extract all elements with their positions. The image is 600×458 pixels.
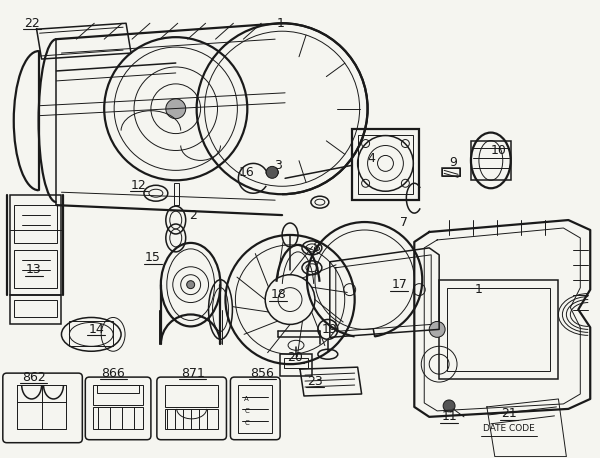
Text: DATE CODE: DATE CODE — [483, 424, 535, 433]
Bar — [439, 280, 559, 379]
Text: 19: 19 — [322, 323, 338, 336]
Text: 4: 4 — [368, 152, 376, 165]
Circle shape — [443, 400, 455, 412]
Text: 16: 16 — [238, 166, 254, 179]
Bar — [14, 205, 58, 243]
Text: 2: 2 — [189, 208, 197, 222]
Text: 14: 14 — [88, 323, 104, 336]
Text: 8: 8 — [312, 241, 320, 254]
Bar — [14, 300, 58, 317]
Bar — [471, 141, 511, 180]
Text: 22: 22 — [24, 17, 40, 30]
Text: 13: 13 — [26, 263, 41, 276]
Text: 856: 856 — [250, 366, 274, 380]
Text: 871: 871 — [181, 366, 205, 380]
Bar — [165, 385, 218, 407]
Circle shape — [429, 322, 445, 338]
Bar — [10, 195, 61, 294]
Text: 7: 7 — [400, 216, 409, 229]
Text: C: C — [244, 408, 249, 414]
Text: 15: 15 — [145, 251, 161, 264]
Text: 20: 20 — [287, 351, 303, 364]
Text: 11: 11 — [441, 410, 457, 423]
Circle shape — [266, 166, 278, 178]
Bar — [165, 409, 218, 429]
Circle shape — [166, 99, 185, 119]
Bar — [238, 385, 272, 433]
Text: 862: 862 — [22, 371, 46, 384]
Bar — [352, 129, 419, 200]
Bar — [10, 294, 61, 324]
Text: 21: 21 — [501, 407, 517, 420]
Text: 10: 10 — [491, 144, 507, 157]
Bar — [284, 358, 308, 368]
Bar — [442, 169, 460, 176]
Bar — [442, 169, 460, 176]
Text: 1: 1 — [276, 17, 284, 30]
Ellipse shape — [266, 169, 278, 176]
Text: C: C — [244, 420, 249, 426]
Text: 18: 18 — [270, 288, 286, 301]
Bar — [97, 385, 139, 393]
Text: 1: 1 — [475, 283, 483, 296]
Text: A: A — [244, 396, 249, 402]
Text: 9: 9 — [449, 156, 457, 169]
Bar — [447, 288, 550, 371]
Text: 17: 17 — [391, 278, 407, 291]
Bar — [70, 322, 113, 346]
Bar — [14, 250, 58, 288]
Bar — [174, 183, 179, 205]
Circle shape — [187, 281, 194, 289]
Text: 866: 866 — [101, 366, 125, 380]
Bar — [358, 135, 413, 194]
Text: 12: 12 — [131, 179, 147, 192]
Bar — [93, 407, 143, 429]
Bar — [93, 385, 143, 405]
Text: 23: 23 — [307, 375, 323, 387]
Bar — [280, 354, 312, 376]
Text: 3: 3 — [274, 159, 282, 172]
